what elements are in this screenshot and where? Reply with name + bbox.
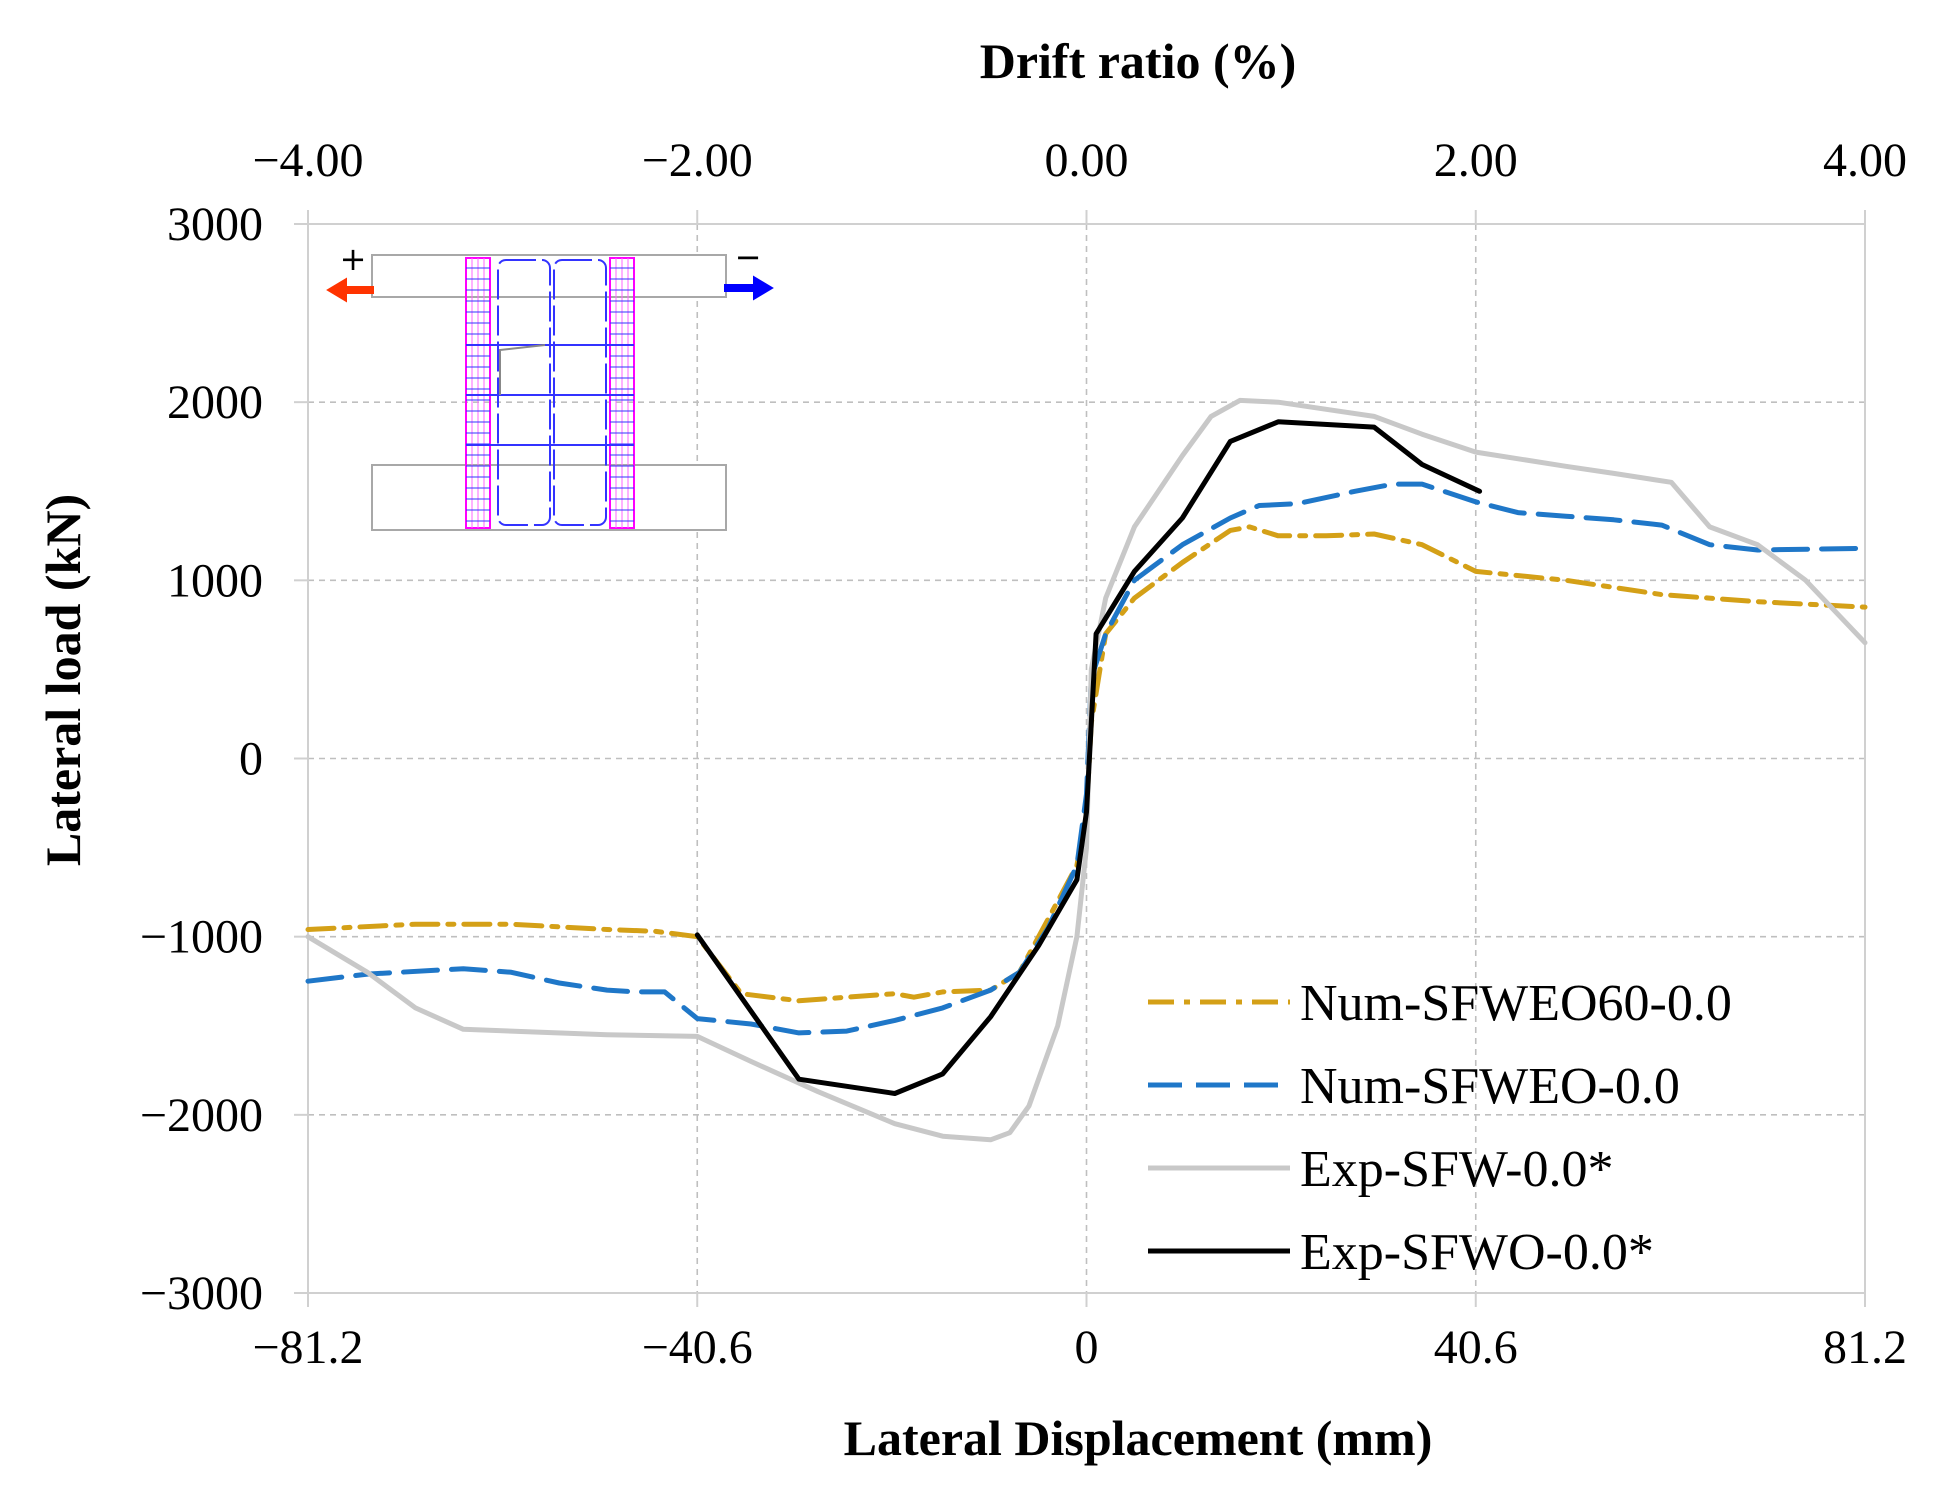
y-tick-label: 1000 [167,554,263,607]
series-line-exp-sfwo-0-0 [694,419,1483,1096]
top-tick-label: 4.00 [1823,134,1907,187]
legend-entry: Num-SFWEO-0.0 [1148,1058,1680,1115]
legend-entry: Exp-SFWO-0.0* [1148,1224,1654,1281]
legend-label: Num-SFWEO60-0.0 [1300,975,1732,1032]
specimen-inset: + − [326,238,774,531]
x-tick-label: 81.2 [1823,1321,1907,1374]
top-axis-title: Drift ratio (%) [980,33,1297,89]
top-tick-label: −2.00 [642,134,753,187]
legend-entry: Exp-SFW-0.0* [1148,1141,1613,1198]
y-tick-label: −1000 [140,911,263,964]
inset-plus-label: + [340,240,367,278]
grid [294,210,1866,1307]
x-tick-label: −40.6 [642,1321,753,1374]
left-arrow-icon [326,277,374,303]
y-tick-label: −2000 [140,1089,263,1142]
inset-minus-label: − [735,238,762,276]
x-tick-label: −81.2 [252,1321,363,1374]
y-tick-label: 0 [239,733,263,786]
legend-entry: Num-SFWEO60-0.0 [1148,975,1732,1032]
legend: Num-SFWEO60-0.0 Num-SFWEO-0.0 Exp-SFW-0.… [1148,975,1732,1281]
inset-opening [499,344,546,395]
legend-label: Exp-SFW-0.0* [1300,1141,1613,1198]
x-tick-label: 0 [1075,1321,1099,1374]
y-tick-label: 3000 [167,198,263,251]
y-tick-label: 2000 [167,376,263,429]
right-arrow-icon [724,275,774,301]
legend-label: Num-SFWEO-0.0 [1300,1058,1680,1115]
top-tick-label: 2.00 [1434,134,1518,187]
y-tick-label: −3000 [140,1267,263,1320]
y-axis-title: Lateral load (kN) [35,494,91,866]
inset-wall-body [465,257,635,529]
x-tick-label: 40.6 [1434,1321,1518,1374]
inset-web-frame-right [553,259,607,526]
top-tick-label: −4.00 [252,134,363,187]
top-tick-label: 0.00 [1045,134,1129,187]
series-line-exp-sfw-0-0 [305,397,1868,1143]
legend-label: Exp-SFWO-0.0* [1300,1224,1654,1281]
inset-web-frame-left [497,259,551,526]
inset-column-hatching [466,258,634,528]
x-axis-title: Lateral Displacement (mm) [844,1410,1433,1466]
series [305,397,1868,1143]
